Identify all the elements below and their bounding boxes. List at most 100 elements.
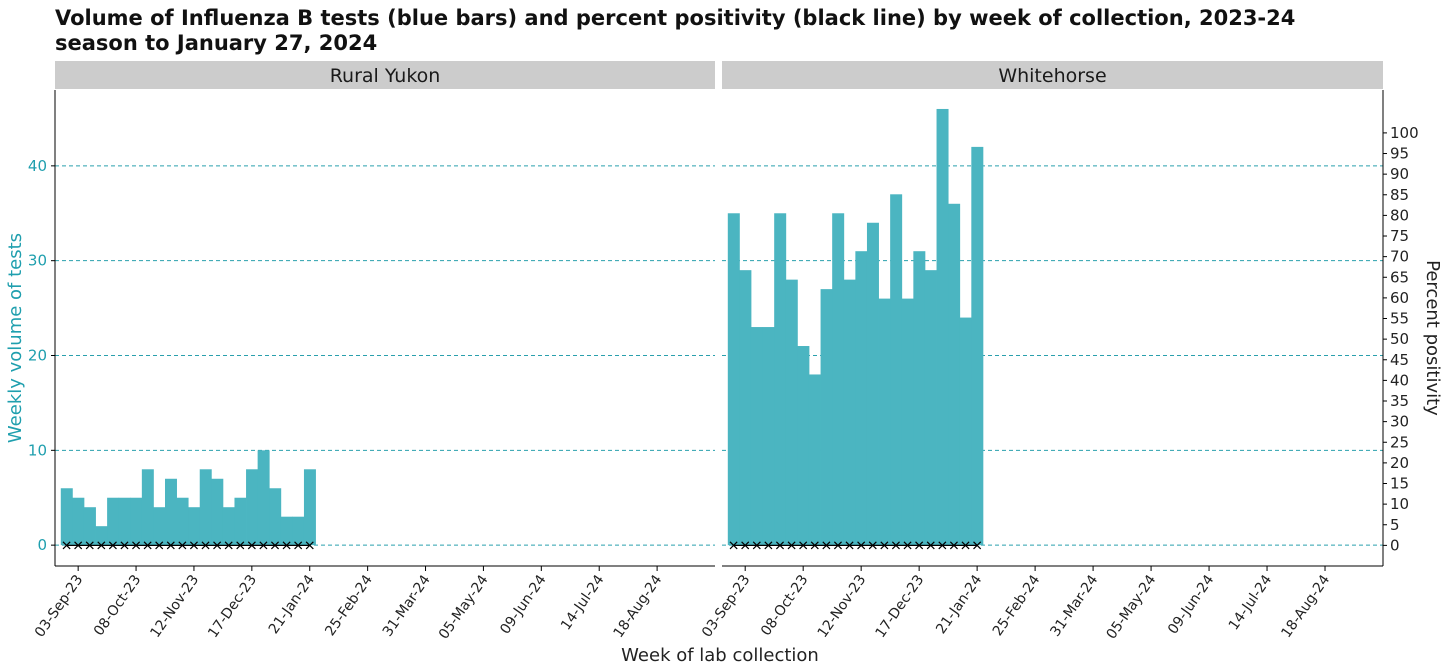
- positivity-point: [764, 541, 773, 550]
- positivity-point: [845, 541, 854, 550]
- positivity-point: [926, 541, 935, 550]
- positivity-point: [178, 541, 187, 550]
- positivity-point: [294, 541, 303, 550]
- y-tick-label-right: 100: [1390, 124, 1419, 142]
- facet-strip: [55, 61, 715, 89]
- x-tick-label: 21-Jan-24: [933, 572, 985, 637]
- bar: [971, 146, 984, 546]
- positivity-point: [259, 541, 268, 550]
- bar: [890, 194, 903, 546]
- bar: [83, 507, 96, 546]
- positivity-point: [270, 541, 280, 550]
- x-tick-label: 18-Aug-24: [1278, 572, 1333, 641]
- positivity-point: [224, 541, 233, 550]
- positivity-point: [62, 541, 71, 550]
- bar: [199, 469, 212, 546]
- x-tick-label: 18-Aug-24: [611, 572, 666, 641]
- x-tick-label: 17-Dec-23: [205, 572, 260, 641]
- positivity-point: [822, 541, 831, 550]
- positivity-point: [868, 541, 877, 550]
- y-tick-label-right: 50: [1390, 330, 1409, 348]
- positivity-point: [799, 541, 808, 550]
- positivity-point: [155, 541, 164, 550]
- bar: [762, 327, 775, 546]
- y-tick-label-right: 45: [1390, 351, 1409, 369]
- y-tick-label-right: 35: [1390, 392, 1409, 410]
- bar: [855, 251, 868, 546]
- x-tick-label: 09-Jun-24: [497, 572, 549, 637]
- x-tick-label: 09-Jun-24: [1165, 572, 1217, 637]
- bar: [832, 213, 845, 546]
- positivity-point: [108, 541, 117, 550]
- positivity-point: [915, 541, 924, 550]
- positivity-point: [166, 541, 175, 550]
- bar: [153, 507, 166, 546]
- y-tick-label-right: 75: [1390, 227, 1409, 245]
- positivity-point: [810, 541, 819, 550]
- y-tick-label-right: 65: [1390, 268, 1409, 286]
- bar: [785, 279, 798, 546]
- x-tick-label: 03-Sep-23: [32, 572, 86, 640]
- bar: [246, 469, 259, 546]
- x-tick-label: 08-Oct-23: [91, 572, 144, 639]
- bar: [739, 270, 752, 546]
- y-tick-label-right: 30: [1390, 413, 1409, 431]
- x-tick-label: 21-Jan-24: [266, 572, 318, 637]
- positivity-point: [132, 541, 141, 550]
- x-tick-label: 12-Nov-23: [815, 572, 870, 641]
- positivity-point: [201, 541, 210, 550]
- x-tick-label: 31-Mar-24: [380, 572, 434, 640]
- positivity-point: [189, 541, 198, 550]
- positivity-point: [729, 541, 738, 550]
- positivity-point: [74, 541, 83, 550]
- y-tick-label-right: 10: [1390, 495, 1409, 513]
- x-tick-label: 05-May-24: [1104, 572, 1160, 642]
- positivity-point: [213, 541, 222, 550]
- y-tick-label-left: 30: [28, 252, 47, 270]
- positivity-point: [282, 541, 291, 550]
- facet-strip-label: Rural Yukon: [330, 65, 441, 87]
- positivity-point: [85, 541, 94, 550]
- bar: [176, 497, 189, 546]
- y-tick-label-left: 10: [28, 441, 47, 459]
- positivity-point: [752, 541, 761, 550]
- facet-strip: [722, 61, 1383, 89]
- bar: [222, 507, 235, 546]
- y-axis-title-right: Percent positivity: [1422, 260, 1443, 416]
- y-tick-label-right: 55: [1390, 310, 1409, 328]
- positivity-point: [880, 541, 889, 550]
- y-tick-label-right: 20: [1390, 454, 1409, 472]
- bar: [878, 298, 891, 546]
- positivity-point: [775, 541, 785, 550]
- y-tick-label-right: 5: [1390, 516, 1400, 534]
- x-tick-label: 17-Dec-23: [873, 572, 928, 641]
- positivity-point: [961, 541, 970, 550]
- positivity-point: [938, 541, 947, 550]
- y-tick-label-right: 70: [1390, 248, 1409, 266]
- positivity-point: [973, 541, 982, 550]
- y-tick-label-left: 0: [37, 536, 47, 554]
- bar: [118, 497, 131, 546]
- positivity-point: [143, 541, 152, 550]
- bar: [280, 516, 293, 546]
- bar: [234, 497, 247, 546]
- bar: [913, 251, 926, 546]
- positivity-point: [236, 541, 245, 550]
- bar: [936, 108, 949, 546]
- facet-strip-label: Whitehorse: [998, 65, 1106, 87]
- positivity-point: [949, 541, 958, 550]
- y-tick-label-right: 0: [1390, 536, 1400, 554]
- y-tick-label-right: 40: [1390, 371, 1409, 389]
- y-tick-label-right: 60: [1390, 289, 1409, 307]
- positivity-point: [741, 541, 750, 550]
- bar: [303, 469, 316, 546]
- x-tick-label: 14-Jul-24: [558, 572, 608, 633]
- positivity-point: [857, 541, 866, 550]
- bar: [257, 450, 270, 546]
- x-tick-label: 05-May-24: [436, 572, 492, 642]
- bar: [141, 469, 154, 546]
- positivity-point: [787, 541, 796, 550]
- bar: [843, 279, 856, 546]
- bar: [948, 203, 961, 546]
